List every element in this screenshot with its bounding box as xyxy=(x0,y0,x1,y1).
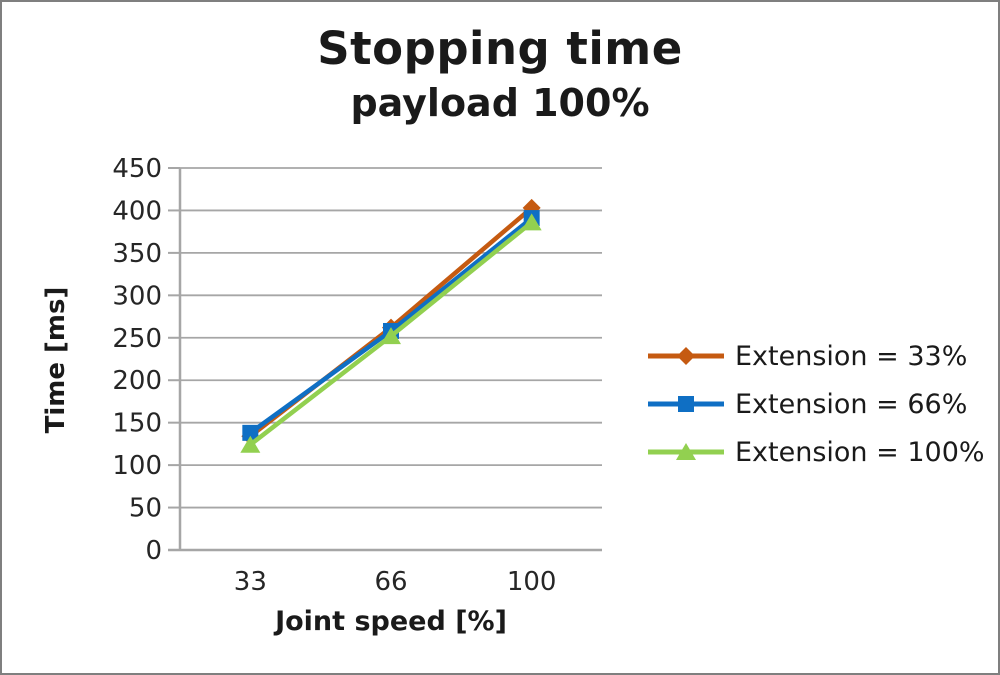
data-marker-square xyxy=(242,424,259,441)
x-tick-label: 100 xyxy=(507,567,557,597)
legend-label: Extension = 33% xyxy=(735,340,968,372)
y-tick-label: 450 xyxy=(112,154,162,184)
legend-marker-square-icon xyxy=(648,396,724,412)
y-tick-label: 150 xyxy=(112,409,162,439)
y-tick-label: 400 xyxy=(112,196,162,226)
x-axis-title: Joint speed [%] xyxy=(275,606,507,637)
legend-label: Extension = 100% xyxy=(735,436,985,468)
legend-label: Extension = 66% xyxy=(735,388,968,420)
x-tick-label: 66 xyxy=(374,567,407,597)
y-tick-label: 0 xyxy=(145,536,162,566)
chart-title: Stopping time xyxy=(317,22,683,75)
chart-subtitle: payload 100% xyxy=(350,81,650,125)
y-tick-label: 100 xyxy=(112,451,162,481)
data-marker-triangle xyxy=(240,435,261,453)
legend-item: Extension = 66% xyxy=(648,386,998,422)
y-tick-label: 250 xyxy=(112,324,162,354)
legend-marker-diamond-icon xyxy=(648,347,724,365)
legend-item: Extension = 33% xyxy=(648,338,998,374)
data-marker-triangle xyxy=(381,327,401,345)
x-tick-label: 33 xyxy=(234,567,267,597)
legend-item: Extension = 100% xyxy=(648,434,998,470)
legend-marker-triangle-icon xyxy=(648,443,724,460)
y-tick-label: 200 xyxy=(112,366,162,396)
y-tick-label: 300 xyxy=(112,281,162,311)
legend: Extension = 33% Extension = 66% Extensio… xyxy=(648,338,998,482)
y-tick-label: 50 xyxy=(129,494,162,524)
data-marker-triangle xyxy=(521,213,542,231)
y-tick-label: 350 xyxy=(112,239,162,269)
